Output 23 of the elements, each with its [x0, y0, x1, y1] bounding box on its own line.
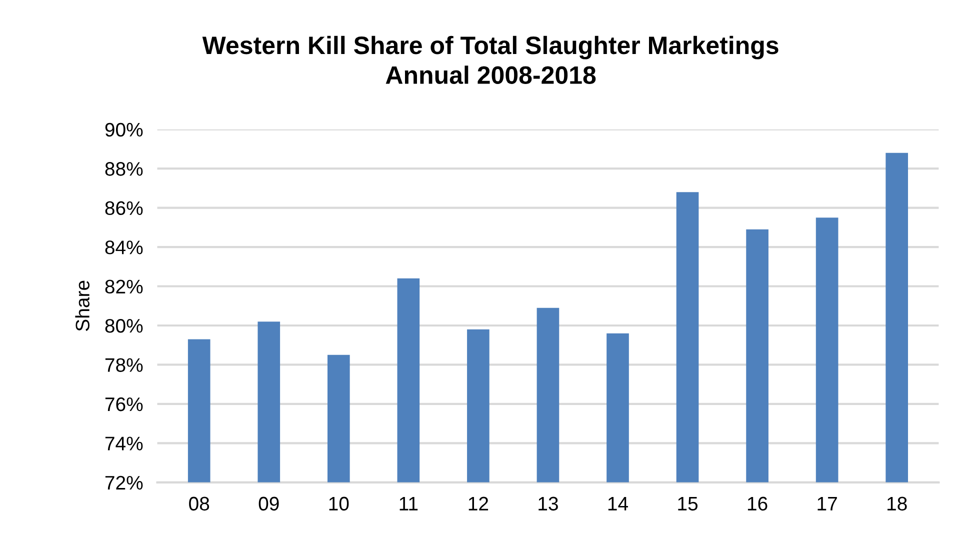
- y-axis-title: Share: [75, 280, 90, 331]
- x-tick-label: 16: [748, 496, 768, 511]
- x-tick-label: 18: [888, 496, 907, 511]
- y-tick-label: 76%: [105, 397, 143, 412]
- x-tick-label: 10: [329, 496, 349, 511]
- x-tick-label: 08: [189, 496, 210, 511]
- chart-title: Western Kill Share of Total Slaughter Marketings Annual 2008-2018: [202, 36, 778, 84]
- y-tick-label: 88%: [105, 162, 143, 176]
- x-tick-label: 12: [468, 496, 488, 510]
- y-tick-label: 80%: [105, 318, 143, 333]
- y-tick-label: 82%: [105, 280, 143, 294]
- y-tick-label: 90%: [105, 122, 143, 137]
- x-tick-label: 17: [818, 497, 837, 510]
- y-tick-label: 86%: [105, 201, 143, 216]
- y-tick-label: 74%: [105, 436, 143, 450]
- x-tick-label: 11: [400, 497, 418, 510]
- y-tick-label: 78%: [105, 358, 143, 372]
- x-tick-label: 15: [678, 497, 698, 511]
- y-tick-label: 84%: [105, 240, 143, 254]
- x-tick-label: 09: [258, 496, 279, 511]
- y-tick-label: 72%: [105, 476, 143, 490]
- x-tick-label: 14: [608, 497, 628, 510]
- x-tick-label: 13: [538, 496, 558, 511]
